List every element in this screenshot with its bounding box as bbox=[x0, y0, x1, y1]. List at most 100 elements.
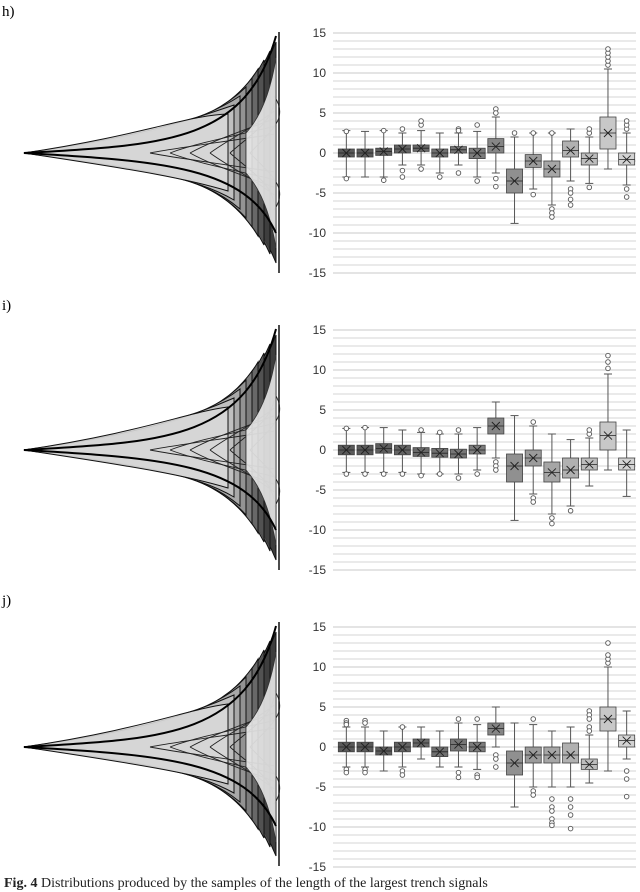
outlier-point bbox=[549, 808, 555, 814]
box bbox=[375, 427, 393, 477]
mean-marker bbox=[528, 750, 538, 760]
box-body bbox=[487, 138, 505, 154]
funnel-light-region bbox=[245, 354, 277, 546]
funnel-lower-edge bbox=[23, 746, 277, 827]
box bbox=[431, 429, 449, 477]
mean-marker bbox=[622, 736, 631, 745]
funnel-layer bbox=[23, 113, 229, 192]
box bbox=[599, 640, 617, 772]
outlier-point bbox=[605, 652, 611, 658]
outlier-point bbox=[623, 776, 630, 782]
y-tick-label: 15 bbox=[313, 620, 327, 634]
outlier-point bbox=[493, 110, 499, 116]
outlier-point bbox=[343, 425, 350, 432]
mean-marker bbox=[435, 148, 445, 158]
box bbox=[468, 427, 486, 477]
funnel-upper-edge bbox=[23, 625, 277, 748]
mean-marker bbox=[566, 750, 575, 760]
mean-marker bbox=[603, 714, 613, 724]
y-tick-label: 15 bbox=[313, 26, 327, 40]
y-tick-label: -15 bbox=[309, 563, 327, 577]
mean-marker bbox=[472, 742, 482, 752]
y-tick-label: 0 bbox=[319, 740, 326, 754]
funnel-diagram bbox=[23, 325, 281, 570]
outlier-point bbox=[474, 471, 480, 477]
outlier-point bbox=[549, 520, 555, 527]
outlier-point bbox=[623, 186, 630, 192]
mean-marker bbox=[360, 148, 370, 158]
box bbox=[412, 118, 430, 172]
mean-marker bbox=[622, 460, 631, 469]
box bbox=[393, 126, 411, 180]
outlier-point bbox=[455, 170, 462, 176]
outlier-point bbox=[474, 122, 480, 128]
outlier-point bbox=[586, 427, 593, 433]
outlier-point bbox=[549, 796, 555, 802]
y-tick-label: -5 bbox=[315, 483, 326, 497]
outlier-point bbox=[605, 640, 611, 646]
outlier-point bbox=[530, 419, 536, 425]
box bbox=[337, 717, 355, 776]
panel-label-h: h) bbox=[2, 4, 15, 20]
outlier-point bbox=[455, 769, 462, 776]
box bbox=[431, 730, 449, 768]
box bbox=[450, 716, 467, 781]
panel-label-j: j) bbox=[2, 593, 12, 609]
mean-marker bbox=[584, 460, 594, 469]
y-tick-label: -15 bbox=[309, 266, 327, 280]
mean-marker bbox=[454, 740, 463, 749]
outlier-point bbox=[343, 769, 350, 776]
box bbox=[450, 427, 467, 481]
outlier-point bbox=[605, 46, 611, 52]
box bbox=[599, 352, 617, 471]
mean-marker bbox=[510, 176, 519, 186]
y-tick-label: -10 bbox=[309, 523, 327, 537]
y-tick-label: 15 bbox=[313, 323, 327, 337]
outlier-point bbox=[623, 793, 630, 800]
box bbox=[543, 730, 561, 829]
chart-panel-1: -15 -10 -5 0 5 10 15 bbox=[23, 323, 636, 577]
outlier-point bbox=[399, 471, 406, 477]
y-tick-label: -5 bbox=[315, 780, 326, 794]
mean-marker bbox=[603, 431, 613, 440]
funnel-upper-edge bbox=[23, 35, 277, 154]
box-body bbox=[506, 453, 523, 483]
box bbox=[524, 716, 542, 798]
outlier-point bbox=[474, 178, 480, 184]
funnel-upper-edge bbox=[23, 328, 277, 451]
mean-marker bbox=[379, 147, 389, 156]
mean-marker bbox=[566, 146, 575, 155]
mean-marker bbox=[360, 742, 370, 752]
figure-caption: Fig. 4 Distributions produced by the sam… bbox=[4, 876, 488, 892]
mean-marker bbox=[342, 148, 351, 158]
outlier-point bbox=[474, 774, 480, 781]
outlier-point bbox=[567, 812, 574, 818]
mean-marker bbox=[454, 145, 463, 155]
box bbox=[618, 429, 636, 497]
box bbox=[543, 130, 561, 220]
outlier-point bbox=[455, 475, 462, 481]
funnel-diagram bbox=[23, 622, 281, 866]
box bbox=[580, 427, 598, 487]
mean-marker bbox=[398, 144, 407, 154]
outlier-point bbox=[455, 716, 462, 722]
mean-marker bbox=[547, 468, 557, 477]
outlier-point bbox=[399, 174, 406, 180]
mean-marker bbox=[398, 445, 407, 455]
outlier-point bbox=[567, 804, 574, 810]
outlier-point bbox=[362, 424, 368, 431]
box bbox=[356, 130, 374, 178]
box bbox=[506, 130, 523, 224]
box bbox=[468, 716, 486, 781]
outlier-point bbox=[530, 191, 536, 198]
box bbox=[412, 427, 430, 479]
mean-marker bbox=[398, 742, 407, 752]
mean-marker bbox=[528, 156, 538, 166]
outlier-point bbox=[455, 427, 462, 433]
outlier-point bbox=[474, 716, 480, 722]
mean-marker bbox=[454, 449, 463, 459]
outlier-point bbox=[455, 774, 462, 781]
mean-marker bbox=[566, 465, 575, 475]
funnel-layer bbox=[23, 406, 229, 489]
